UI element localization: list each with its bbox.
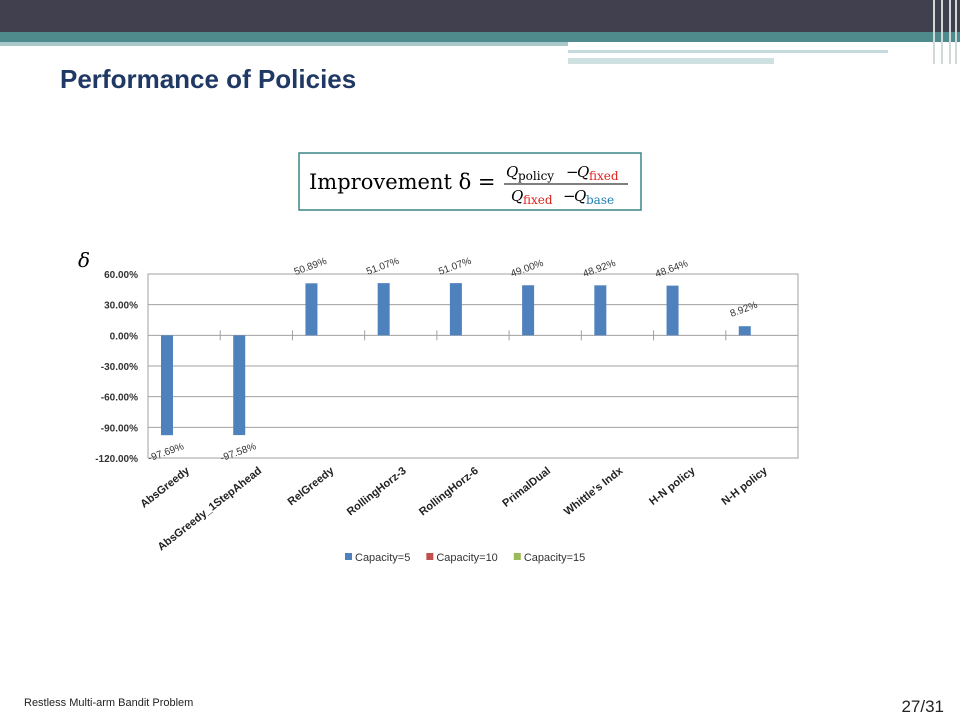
x-tick-label: N-H policy <box>719 464 770 507</box>
value-label: 48.92% <box>582 258 618 280</box>
x-tick-label: Whittle's Indx <box>562 464 626 518</box>
x-tick-label: RelGreedy <box>286 464 337 508</box>
bar <box>666 285 679 336</box>
value-label: 48.64% <box>654 258 690 280</box>
y-tick-label: -90.00% <box>101 423 138 434</box>
value-label: -97.58% <box>219 441 258 464</box>
header-line <box>568 50 888 53</box>
y-tick-label: 0.00% <box>110 331 138 342</box>
legend-swatch <box>426 553 434 560</box>
header-line <box>0 42 568 46</box>
formula: Improvement δ = Q policy − Q fixed Q fix… <box>309 163 628 207</box>
bar <box>377 283 390 336</box>
header-bar <box>0 0 960 32</box>
formula-minus: − <box>563 187 576 205</box>
formula-box <box>298 152 642 211</box>
footer: Restless Multi-arm Bandit Problem <box>24 697 193 709</box>
bar <box>305 283 318 336</box>
value-label: -97.69% <box>147 441 186 464</box>
formula-sub: fixed <box>523 193 553 207</box>
x-tick-label: RollingHorz-3 <box>345 465 409 518</box>
slide-title: Performance of Policies <box>60 64 356 94</box>
bar <box>522 285 535 336</box>
formula-q: Q <box>506 163 518 181</box>
value-label: 50.89% <box>293 256 329 278</box>
formula-q: Q <box>577 163 589 181</box>
bar <box>594 285 607 336</box>
value-label: 49.00% <box>509 258 545 280</box>
formula-sub: fixed <box>589 169 619 183</box>
legend-swatch <box>513 553 521 560</box>
y-tick-label: 30.00% <box>104 301 138 312</box>
bar <box>738 326 751 336</box>
y-tick-label: -120.00% <box>95 454 138 465</box>
y-tick-label: 60.00% <box>104 270 138 281</box>
y-tick-label: -60.00% <box>101 393 138 404</box>
header-line <box>568 58 774 64</box>
formula-sub: policy <box>518 169 554 183</box>
formula-minus: − <box>566 163 579 181</box>
bar <box>233 335 246 436</box>
x-tick-label: AbsGreedy <box>138 464 192 510</box>
bar <box>449 283 462 336</box>
side-lines <box>933 0 957 64</box>
x-tick-label: H-N policy <box>647 464 698 507</box>
legend-label: Capacity=10 <box>436 552 497 564</box>
formula-sub: base <box>586 193 614 207</box>
bar <box>161 335 173 436</box>
page-number: 27/31 <box>901 697 944 716</box>
formula-q: Q <box>511 187 523 205</box>
x-tick-label: PrimalDual <box>500 465 553 510</box>
y-axis-label: δ <box>78 248 90 272</box>
y-tick-label: -30.00% <box>101 362 138 373</box>
formula-q: Q <box>574 187 586 205</box>
x-tick-label: RollingHorz-6 <box>417 465 481 518</box>
legend-label: Capacity=5 <box>355 552 410 564</box>
value-label: 8.92% <box>729 300 760 320</box>
formula-lead: Improvement δ = <box>309 170 496 194</box>
header-strip <box>0 32 960 42</box>
legend-swatch <box>345 553 352 560</box>
legend-label: Capacity=15 <box>524 552 585 564</box>
